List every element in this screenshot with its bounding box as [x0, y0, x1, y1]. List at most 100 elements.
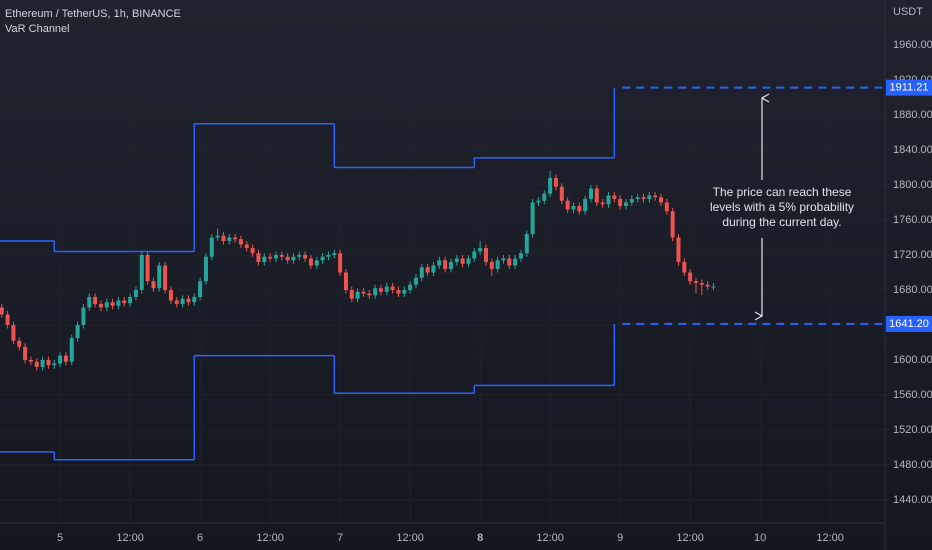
- candle-body: [483, 247, 488, 262]
- candle-body: [454, 258, 459, 262]
- candle-body: [594, 188, 599, 203]
- candle-body: [623, 202, 628, 206]
- candle-body: [28, 359, 33, 362]
- candle-body: [373, 288, 378, 296]
- candle-body: [34, 361, 39, 367]
- x-tick-label: 9: [617, 532, 623, 544]
- candle-body: [250, 247, 255, 254]
- candle-body: [408, 284, 413, 290]
- candle-body: [448, 261, 453, 269]
- candle-body: [192, 296, 197, 303]
- candle-body: [46, 359, 51, 366]
- candle-body: [437, 260, 442, 266]
- candle-body: [653, 195, 658, 198]
- candle-body: [133, 289, 138, 297]
- candle-body: [711, 286, 716, 288]
- y-tick-label: 1800.00: [893, 179, 932, 191]
- candle-body: [647, 195, 652, 199]
- candle-body: [262, 256, 267, 262]
- candle-body: [390, 286, 395, 290]
- candle-body: [151, 281, 156, 289]
- candle-body: [244, 244, 249, 248]
- currency: USDT: [893, 6, 923, 18]
- candle-body: [58, 355, 63, 364]
- y-tick-label: 1680.00: [893, 284, 932, 296]
- candle-body: [361, 291, 366, 294]
- candle-body: [664, 202, 669, 212]
- candle-body: [431, 265, 436, 273]
- candle-body: [116, 300, 121, 306]
- candle-body: [658, 197, 663, 203]
- candle-body: [355, 291, 360, 299]
- candle-body: [256, 253, 261, 262]
- candle-body: [419, 267, 424, 278]
- x-tick-label: 12:00: [396, 532, 424, 544]
- y-tick-label: 1720.00: [893, 249, 932, 261]
- candle-body: [402, 289, 407, 294]
- candle-body: [530, 202, 535, 234]
- candle-body: [635, 197, 640, 199]
- price-label-box: [886, 79, 932, 96]
- x-tick-label: 5: [57, 532, 63, 544]
- candle-body: [501, 258, 506, 261]
- candle-body: [268, 256, 273, 259]
- candle-body: [542, 193, 547, 201]
- x-tick-label: 12:00: [676, 532, 704, 544]
- annotation: levels with a 5% probability: [710, 200, 854, 214]
- candle-body: [536, 200, 541, 203]
- candle-body: [507, 258, 512, 266]
- candle-body: [676, 237, 681, 262]
- candle-body: [320, 256, 325, 261]
- candle-body: [198, 281, 203, 297]
- candle-body: [629, 198, 634, 203]
- price-label: 1641.20: [889, 318, 929, 330]
- candle-body: [180, 298, 185, 304]
- candle-body: [81, 307, 86, 325]
- candle-body: [233, 237, 238, 240]
- candle-body: [693, 281, 698, 283]
- candle-body: [168, 289, 173, 301]
- candle-body: [5, 314, 10, 325]
- candle-body: [203, 256, 208, 282]
- candle-body: [279, 254, 284, 257]
- candle-body: [548, 177, 553, 194]
- candle-body: [443, 260, 448, 269]
- y-tick-label: 1760.00: [893, 214, 932, 226]
- annotation: The price can reach these: [713, 185, 852, 199]
- candle-body: [513, 258, 518, 266]
- candle-body: [87, 296, 92, 308]
- x-tick-label: 10: [754, 532, 766, 544]
- y-tick-label: 1600.00: [893, 354, 932, 366]
- y-tick-label: 1480.00: [893, 459, 932, 471]
- candle-body: [40, 359, 45, 367]
- chart-title: Ethereum / TetherUS, 1h, BINANCE: [5, 8, 181, 20]
- candle-body: [69, 338, 74, 362]
- candle-body: [343, 272, 348, 290]
- candle-body: [186, 298, 191, 303]
- y-tick-label: 1960.00: [893, 39, 932, 51]
- candle-body: [559, 186, 564, 201]
- candle-body: [98, 303, 103, 308]
- candle-body: [583, 198, 588, 212]
- x-tick-label: 8: [477, 532, 483, 544]
- candle-body: [606, 195, 611, 205]
- candle-body: [705, 284, 710, 287]
- y-tick-label: 1560.00: [893, 389, 932, 401]
- candle-body: [285, 256, 290, 261]
- x-tick-label: 7: [337, 532, 343, 544]
- x-tick-label: 12:00: [816, 532, 844, 544]
- candle-body: [17, 340, 22, 347]
- y-tick-label: 1520.00: [893, 424, 932, 436]
- candle-body: [384, 286, 389, 292]
- candle-body: [145, 254, 150, 282]
- candle-body: [209, 237, 214, 257]
- candle-body: [466, 258, 471, 264]
- candle-body: [670, 211, 675, 238]
- candle-body: [93, 296, 98, 304]
- candle-body: [52, 363, 57, 366]
- candle-body: [291, 256, 296, 261]
- candle-body: [396, 289, 401, 294]
- candle-body: [699, 282, 704, 285]
- candle-body: [472, 251, 477, 259]
